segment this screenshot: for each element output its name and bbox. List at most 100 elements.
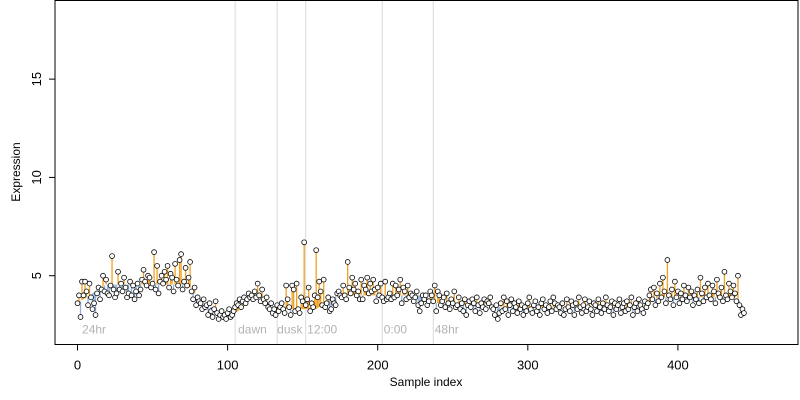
data-point <box>494 316 501 322</box>
data-point <box>652 302 659 308</box>
data-point <box>320 276 327 283</box>
data-point <box>166 284 172 291</box>
data-point <box>546 304 552 310</box>
data-point <box>80 292 87 299</box>
data-point <box>143 282 150 289</box>
data-point <box>212 298 219 305</box>
data-point <box>544 310 551 316</box>
data-point <box>467 304 474 310</box>
data-point <box>502 306 509 312</box>
data-point <box>136 292 142 299</box>
data-point <box>100 272 106 279</box>
data-point <box>567 308 573 314</box>
data-point <box>179 286 186 293</box>
data-point <box>382 278 389 285</box>
data-point <box>493 302 500 308</box>
data-point <box>188 288 195 295</box>
data-point <box>636 296 642 303</box>
data-point <box>359 296 366 303</box>
data-point <box>693 296 699 303</box>
data-point <box>485 300 492 307</box>
data-point <box>316 278 322 285</box>
data-point <box>251 288 258 295</box>
data-point <box>103 276 109 283</box>
data-point <box>146 274 153 281</box>
data-point <box>669 286 675 293</box>
data-point <box>633 300 639 307</box>
data-point <box>724 296 731 303</box>
data-point <box>278 300 285 307</box>
data-point <box>526 294 533 301</box>
data-point <box>317 288 324 295</box>
data-point <box>293 280 300 287</box>
data-point <box>727 288 734 295</box>
data-point <box>461 296 468 303</box>
data-point <box>74 300 81 307</box>
data-point <box>362 286 369 293</box>
x-axis: 0 100 200 300 400 <box>74 344 689 373</box>
data-point <box>688 288 695 295</box>
data-point <box>347 290 354 297</box>
data-point <box>163 276 169 283</box>
x-tick-label: 0 <box>74 358 81 373</box>
data-point <box>711 288 717 295</box>
data-point <box>290 286 297 293</box>
data-point <box>370 276 377 283</box>
data-point <box>491 312 498 318</box>
data-point <box>176 257 183 263</box>
data-point <box>687 294 693 301</box>
data-point <box>510 308 516 314</box>
data-point <box>206 300 213 307</box>
data-point <box>271 306 277 312</box>
data-point <box>325 294 331 301</box>
data-point <box>501 294 507 301</box>
data-point <box>732 290 738 297</box>
data-point <box>299 298 306 305</box>
data-point <box>595 296 602 303</box>
x-tick-label: 100 <box>217 358 239 373</box>
data-point <box>404 282 411 289</box>
data-point <box>131 296 138 303</box>
data-point <box>94 290 100 297</box>
data-point <box>89 306 96 312</box>
data-point <box>470 300 477 307</box>
data-point <box>364 274 371 281</box>
data-point <box>603 294 609 301</box>
data-point <box>386 290 393 297</box>
data-point <box>394 292 401 299</box>
data-point <box>672 278 678 285</box>
data-point <box>592 302 599 308</box>
data-point <box>564 296 570 303</box>
data-point <box>158 272 165 279</box>
data-point <box>624 298 630 305</box>
data-point <box>184 282 190 289</box>
data-point <box>476 310 483 316</box>
y-tick-label: 15 <box>29 72 44 86</box>
data-point <box>729 294 735 301</box>
data-point <box>151 249 157 255</box>
data-point <box>152 286 159 293</box>
data-point <box>160 280 166 287</box>
data-point <box>586 298 593 305</box>
x-tick-label: 300 <box>517 358 539 373</box>
data-point <box>238 304 244 310</box>
data-point <box>175 282 181 289</box>
data-point <box>352 280 359 287</box>
data-point <box>272 312 279 318</box>
data-point <box>579 310 585 316</box>
data-point <box>182 265 189 271</box>
data-point <box>401 288 408 295</box>
data-point <box>573 300 579 307</box>
data-point <box>607 304 614 310</box>
data-point <box>367 280 374 287</box>
data-point <box>110 286 117 293</box>
data-point <box>137 286 144 293</box>
data-point <box>304 296 310 303</box>
data-point <box>301 239 307 246</box>
x-tick-label: 200 <box>367 358 389 373</box>
data-point <box>694 286 701 293</box>
data-point <box>664 257 671 263</box>
data-point <box>284 296 291 303</box>
data-point <box>134 280 141 287</box>
data-point <box>262 300 268 307</box>
